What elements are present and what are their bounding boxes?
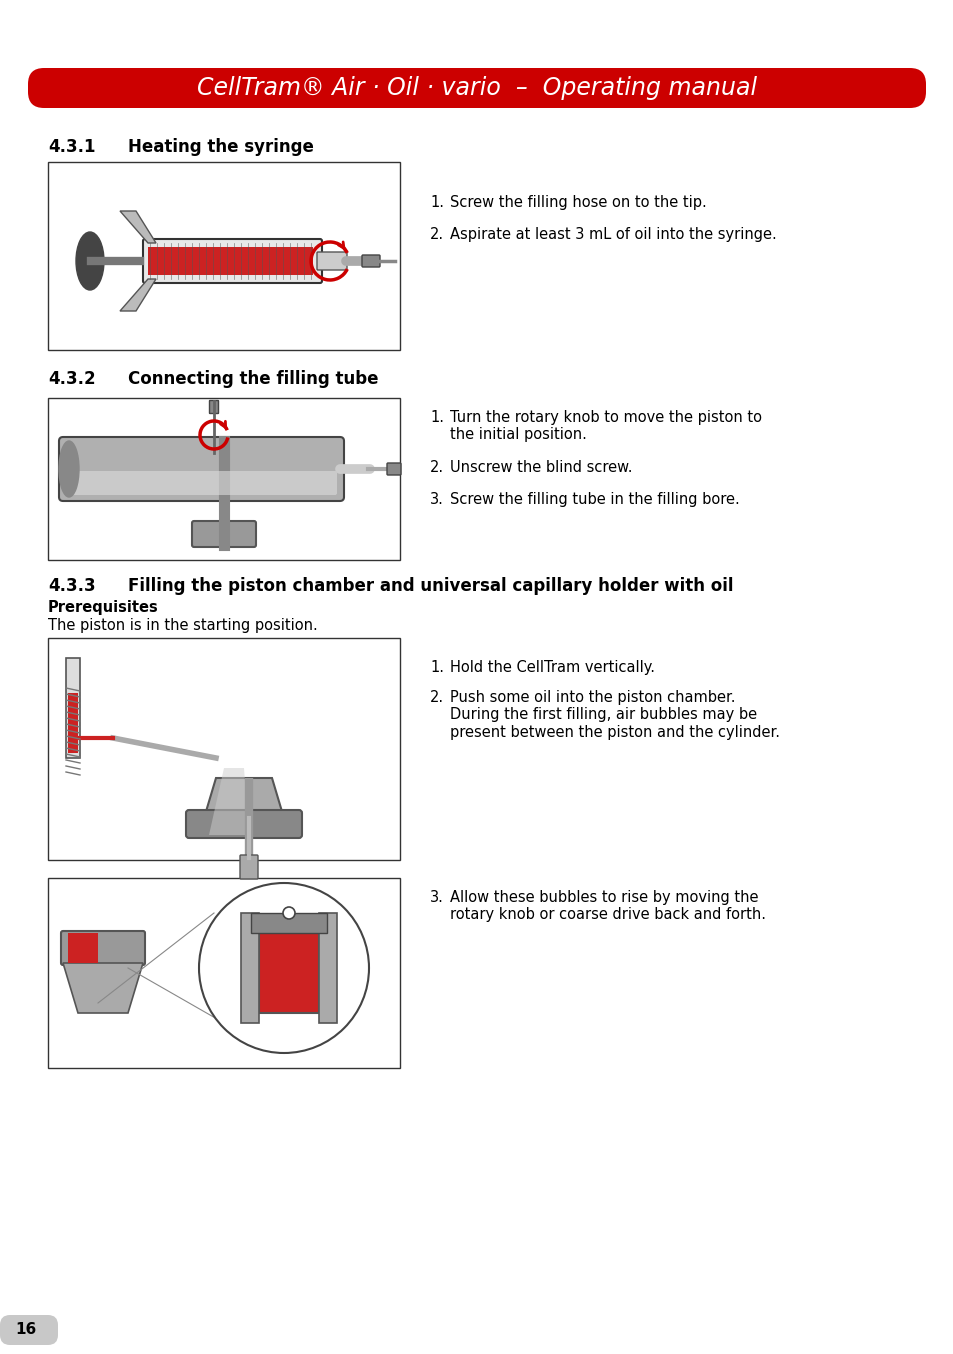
Polygon shape xyxy=(120,279,156,311)
FancyBboxPatch shape xyxy=(210,401,218,413)
FancyBboxPatch shape xyxy=(59,437,344,501)
Text: 1.: 1. xyxy=(430,410,443,425)
FancyBboxPatch shape xyxy=(387,463,400,475)
Text: 4.3.1: 4.3.1 xyxy=(48,138,95,156)
Text: 3.: 3. xyxy=(430,492,443,506)
Polygon shape xyxy=(63,963,143,1013)
Text: Heating the syringe: Heating the syringe xyxy=(128,138,314,156)
Text: 4.3.2: 4.3.2 xyxy=(48,370,95,389)
FancyBboxPatch shape xyxy=(192,521,255,547)
Polygon shape xyxy=(209,768,249,835)
Text: Aspirate at least 3 mL of oil into the syringe.: Aspirate at least 3 mL of oil into the s… xyxy=(450,227,776,242)
FancyBboxPatch shape xyxy=(316,252,347,269)
Text: Screw the filling tube in the filling bore.: Screw the filling tube in the filling bo… xyxy=(450,492,739,506)
Text: 2.: 2. xyxy=(430,460,444,475)
FancyBboxPatch shape xyxy=(28,68,925,108)
FancyBboxPatch shape xyxy=(61,932,145,965)
Polygon shape xyxy=(199,779,289,835)
Bar xyxy=(251,913,327,933)
Bar xyxy=(66,658,80,758)
Bar xyxy=(241,913,258,1024)
Bar xyxy=(48,398,399,561)
Bar xyxy=(68,933,98,963)
Text: 3.: 3. xyxy=(430,890,443,904)
Bar xyxy=(258,923,318,1013)
Text: Hold the CellTram vertically.: Hold the CellTram vertically. xyxy=(450,659,655,676)
FancyBboxPatch shape xyxy=(186,810,302,838)
Text: Screw the filling hose on to the tip.: Screw the filling hose on to the tip. xyxy=(450,195,706,210)
Bar xyxy=(48,877,399,1068)
FancyBboxPatch shape xyxy=(66,471,336,496)
Text: The piston is in the starting position.: The piston is in the starting position. xyxy=(48,617,317,634)
Text: 2.: 2. xyxy=(430,691,444,705)
Text: Turn the rotary knob to move the piston to
the initial position.: Turn the rotary knob to move the piston … xyxy=(450,410,761,443)
FancyBboxPatch shape xyxy=(361,255,379,267)
Text: Prerequisites: Prerequisites xyxy=(48,600,158,615)
Bar xyxy=(148,246,313,275)
Text: 16: 16 xyxy=(15,1323,36,1338)
Text: Connecting the filling tube: Connecting the filling tube xyxy=(128,370,378,389)
Text: Push some oil into the piston chamber.
During the first filling, air bubbles may: Push some oil into the piston chamber. D… xyxy=(450,691,780,739)
FancyBboxPatch shape xyxy=(143,240,322,283)
Ellipse shape xyxy=(59,441,79,497)
Bar xyxy=(48,638,399,860)
FancyBboxPatch shape xyxy=(0,1315,58,1345)
Text: 1.: 1. xyxy=(430,659,443,676)
Circle shape xyxy=(283,907,294,919)
Text: CellTram® Air · Oil · vario  –  Operating manual: CellTram® Air · Oil · vario – Operating … xyxy=(196,76,757,100)
Text: Allow these bubbles to rise by moving the
rotary knob or coarse drive back and f: Allow these bubbles to rise by moving th… xyxy=(450,890,765,922)
Circle shape xyxy=(199,883,369,1053)
Bar xyxy=(68,693,78,753)
Polygon shape xyxy=(120,211,156,242)
Bar xyxy=(48,162,399,349)
Text: 1.: 1. xyxy=(430,195,443,210)
Text: Filling the piston chamber and universal capillary holder with oil: Filling the piston chamber and universal… xyxy=(128,577,733,594)
Bar xyxy=(318,913,336,1024)
Text: 2.: 2. xyxy=(430,227,444,242)
Ellipse shape xyxy=(76,232,104,290)
Text: 4.3.3: 4.3.3 xyxy=(48,577,95,594)
FancyBboxPatch shape xyxy=(240,854,257,879)
Text: Unscrew the blind screw.: Unscrew the blind screw. xyxy=(450,460,632,475)
